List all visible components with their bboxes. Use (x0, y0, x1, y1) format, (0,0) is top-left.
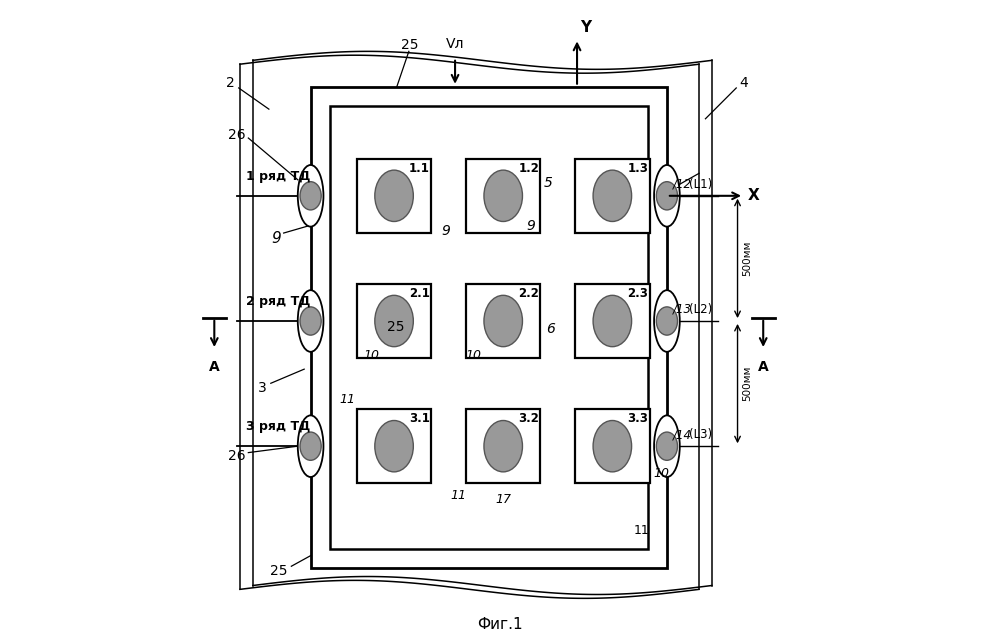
Text: (L3): (L3) (689, 428, 713, 441)
Text: 25: 25 (270, 564, 287, 578)
Text: 9: 9 (272, 231, 281, 247)
Ellipse shape (656, 182, 678, 210)
Bar (357, 284, 431, 358)
Text: 9: 9 (441, 224, 450, 238)
Text: /13: /13 (673, 303, 692, 316)
Text: X: X (748, 188, 760, 204)
Text: 3.3: 3.3 (627, 412, 648, 425)
Text: 1.2: 1.2 (518, 162, 539, 175)
Text: Vл: Vл (446, 37, 464, 51)
Text: 3.1: 3.1 (409, 412, 430, 425)
Ellipse shape (654, 290, 680, 352)
Text: A: A (758, 360, 769, 374)
Text: A: A (209, 360, 220, 374)
Ellipse shape (375, 421, 413, 472)
Text: 2.1: 2.1 (409, 287, 430, 300)
Text: 10: 10 (364, 349, 380, 361)
Text: 2: 2 (226, 76, 235, 91)
Bar (330, 106, 648, 549)
Ellipse shape (298, 290, 323, 352)
Text: 2.3: 2.3 (627, 287, 648, 300)
Text: 17: 17 (495, 493, 511, 506)
Ellipse shape (375, 170, 413, 221)
Bar (357, 159, 431, 233)
Text: 1.1: 1.1 (409, 162, 430, 175)
Text: /12: /12 (673, 178, 692, 191)
Text: Фиг.1: Фиг.1 (477, 616, 523, 632)
Text: 3: 3 (258, 381, 267, 395)
Text: 1.3: 1.3 (627, 162, 648, 175)
Text: 2 ряд ТД: 2 ряд ТД (246, 295, 311, 308)
Ellipse shape (484, 295, 522, 347)
Ellipse shape (654, 165, 680, 227)
Text: 11: 11 (339, 393, 355, 406)
Bar (575, 409, 650, 483)
Text: 500мм: 500мм (743, 241, 753, 276)
Text: /14: /14 (673, 428, 692, 441)
Ellipse shape (300, 432, 321, 460)
Bar (311, 87, 667, 568)
Bar (466, 284, 540, 358)
Text: 10: 10 (465, 349, 481, 361)
Ellipse shape (375, 295, 413, 347)
Text: 10: 10 (654, 467, 670, 480)
Ellipse shape (654, 415, 680, 477)
Bar (357, 409, 431, 483)
Ellipse shape (484, 170, 522, 221)
Text: 3.2: 3.2 (518, 412, 539, 425)
Text: 3 ряд ТД: 3 ряд ТД (246, 421, 311, 433)
Text: 2.2: 2.2 (518, 287, 539, 300)
Text: Y: Y (580, 21, 591, 35)
Ellipse shape (484, 421, 522, 472)
Ellipse shape (593, 170, 632, 221)
Text: 11: 11 (633, 525, 649, 537)
Ellipse shape (593, 421, 632, 472)
Text: 25: 25 (401, 38, 419, 52)
Text: 1 ряд ТД: 1 ряд ТД (246, 170, 311, 183)
Text: 11: 11 (450, 489, 466, 502)
Text: 5: 5 (544, 176, 553, 190)
Text: (L1): (L1) (689, 178, 713, 191)
Ellipse shape (593, 295, 632, 347)
Ellipse shape (656, 432, 678, 460)
Text: 6: 6 (546, 322, 555, 336)
Ellipse shape (300, 182, 321, 210)
Text: 500мм: 500мм (743, 366, 753, 401)
Ellipse shape (298, 415, 323, 477)
Text: 4: 4 (740, 76, 748, 91)
Text: 26: 26 (228, 128, 246, 142)
Bar (466, 409, 540, 483)
Bar (575, 284, 650, 358)
Ellipse shape (300, 307, 321, 335)
Bar (575, 159, 650, 233)
Text: (L2): (L2) (689, 303, 713, 316)
Ellipse shape (656, 307, 678, 335)
Text: 25: 25 (387, 320, 405, 334)
Text: 26: 26 (228, 449, 246, 463)
Bar (466, 159, 540, 233)
Text: 9: 9 (526, 219, 535, 233)
Ellipse shape (298, 165, 323, 227)
